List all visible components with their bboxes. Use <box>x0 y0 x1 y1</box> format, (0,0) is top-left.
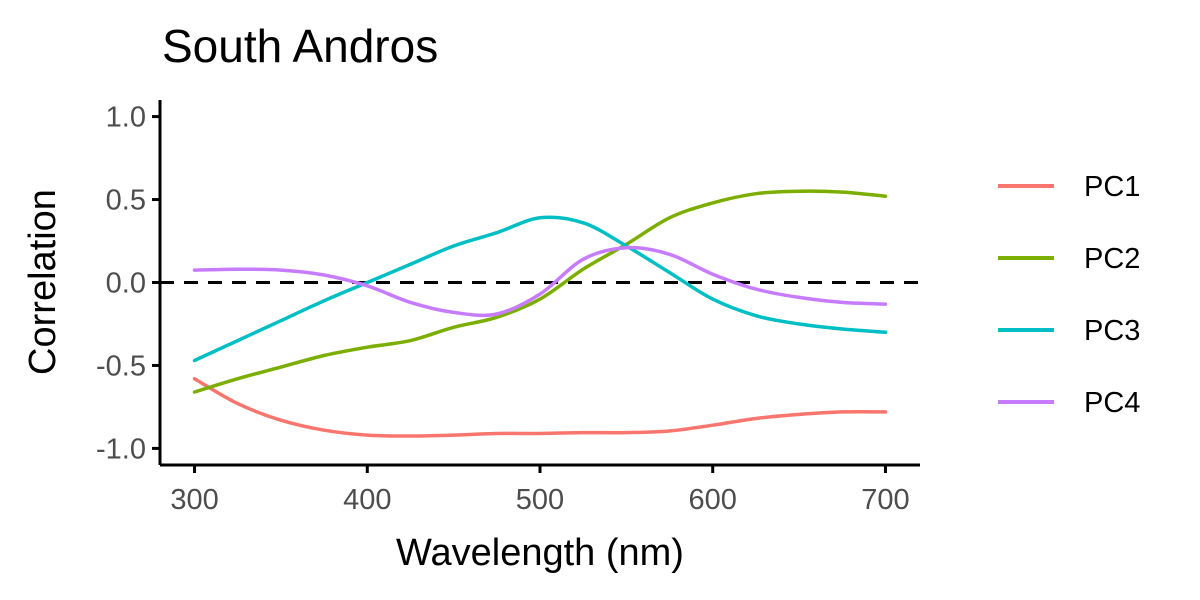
plot-area: 1.0 0.5 0.0 -0.5 -1.0 300 400 500 600 700 <box>96 100 920 516</box>
y-tick-label: 0.0 <box>106 268 146 300</box>
series-line-pc3 <box>192 215 888 363</box>
y-tick-label: 1.0 <box>106 102 146 134</box>
series-line-pc1 <box>192 376 888 438</box>
y-tick-label: 0.5 <box>106 185 146 217</box>
legend-label-pc1: PC1 <box>1084 171 1140 203</box>
series-line-pc4 <box>192 245 888 318</box>
x-tick-label: 600 <box>689 484 737 516</box>
legend-label-pc3: PC3 <box>1084 315 1140 347</box>
legend-label-pc2: PC2 <box>1084 243 1140 275</box>
series-line-pc2 <box>192 189 888 394</box>
x-axis-title: Wavelength (nm) <box>396 532 684 574</box>
x-tick-label: 500 <box>516 484 564 516</box>
legend-label-pc4: PC4 <box>1084 387 1140 419</box>
y-axis-title: Correlation <box>22 189 64 375</box>
y-tick-label: -1.0 <box>96 433 146 465</box>
legend: PC1 PC2 PC3 PC4 <box>998 171 1140 419</box>
chart-title: South Andros <box>162 20 438 72</box>
x-tick-label: 700 <box>861 484 909 516</box>
x-tick-label: 400 <box>343 484 391 516</box>
y-tick-label: -0.5 <box>96 350 146 382</box>
x-tick-label: 300 <box>170 484 218 516</box>
